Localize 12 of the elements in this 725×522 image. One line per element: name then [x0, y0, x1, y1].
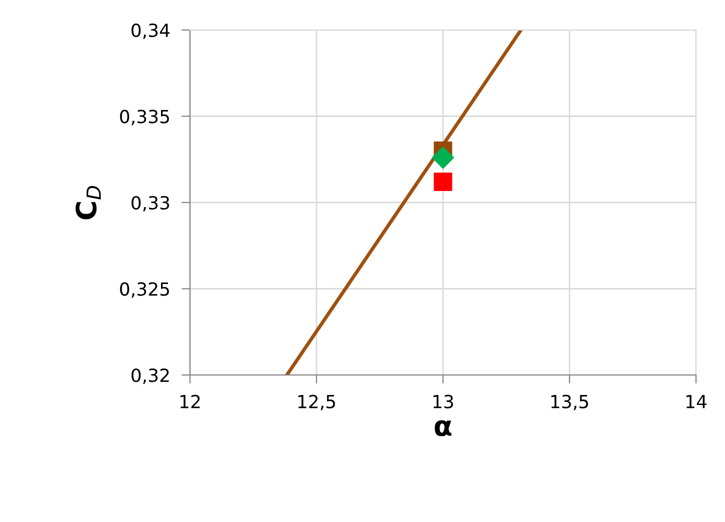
y-tick-label: 0,335	[120, 110, 169, 126]
x-tick-label: 14	[686, 395, 706, 408]
x-axis-title: α	[434, 420, 452, 436]
y-tick-label: 0,34	[132, 23, 170, 39]
y-tick-label: 0,33	[132, 196, 170, 212]
y-tick-label: 0,32	[132, 368, 169, 384]
x-tick-label: 13,5	[551, 394, 588, 410]
x-tick-label: 12,5	[298, 394, 336, 410]
x-tick-label: 12	[180, 394, 200, 408]
y-axis-title: C$_{D}$	[76, 186, 101, 220]
y-tick-label: 0,325	[120, 282, 169, 298]
x-tick-label: 13	[433, 394, 454, 408]
